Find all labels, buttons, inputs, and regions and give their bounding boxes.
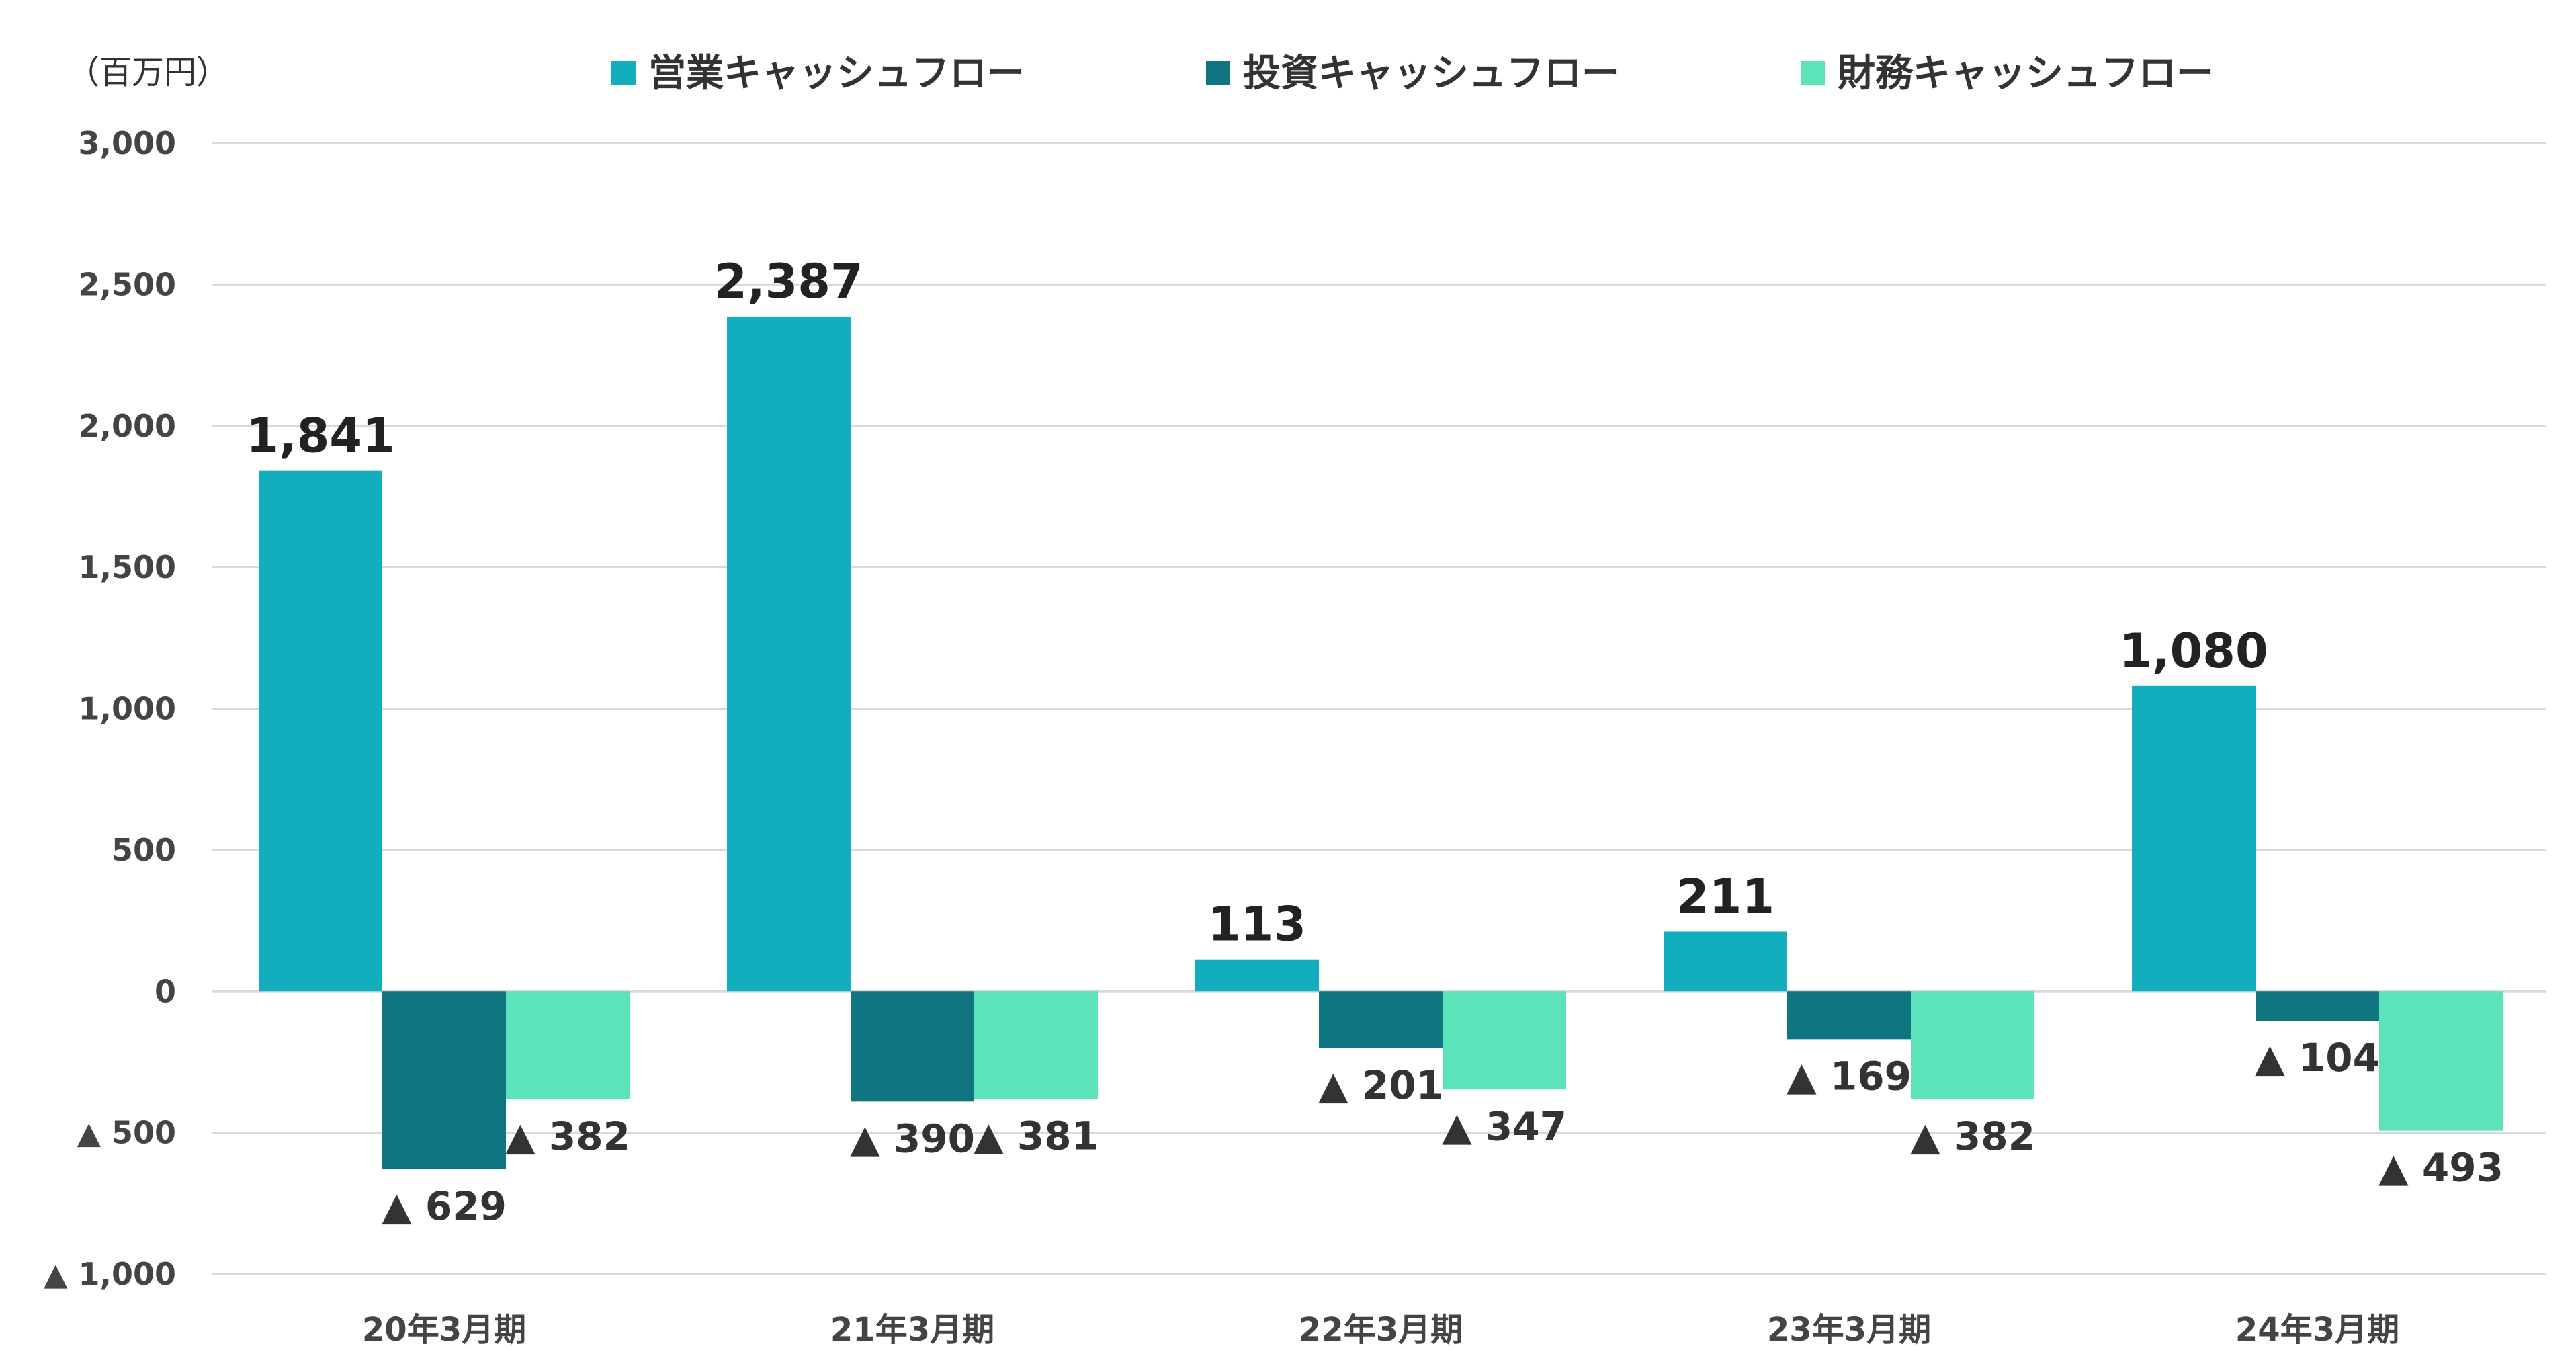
y-tick-label: 1,000 [78,691,176,727]
unit-label: （百万円） [67,54,228,91]
data-label: ▲ 381 [974,1113,1099,1159]
legend-swatch [611,61,636,85]
data-label: 211 [1676,869,1774,924]
bar [1911,991,2034,1099]
bar [1319,991,1443,1048]
bar [1787,991,1911,1040]
bar [2132,685,2256,992]
bar [851,991,974,1102]
data-label: ▲ 382 [505,1113,630,1159]
y-tick-label: 2,000 [78,408,176,444]
data-label: ▲ 382 [1910,1113,2035,1159]
y-tick-label: ▲ 1,000 [44,1256,176,1292]
legend-label: 営業キャッシュフロー [648,52,1025,95]
x-category-label: 22年3月期 [1299,1311,1463,1349]
y-tick-label: 0 [155,973,176,1009]
y-tick-label: 3,000 [78,125,176,161]
y-tick-label: 2,500 [78,266,176,302]
data-label: ▲ 104 [2255,1035,2380,1081]
bar [2379,991,2503,1131]
y-axis-ticks: 3,000 2,500 2,000 1,500 1,000 500 0 ▲ 500 ▲ 1,00… [44,125,176,1292]
bar [974,991,1098,1099]
legend-label: 投資キャッシュフロー [1243,52,1619,95]
x-axis-categories: 20年3月期 21年3月期 22年3月期 23年3月期 24年3月期 [362,1311,2399,1349]
data-label: ▲ 201 [1318,1062,1443,1108]
data-label: ▲ 169 [1787,1053,1912,1099]
data-label: 1,841 [246,409,394,464]
y-tick-label: 1,500 [78,549,176,585]
bar [727,316,851,992]
data-label: ▲ 347 [1442,1103,1567,1149]
bar [259,470,382,992]
bar [1664,931,1787,992]
legend: 営業キャッシュフロー 投資キャッシュフロー 財務キャッシュフロー [611,52,2214,95]
x-category-label: 24年3月期 [2235,1311,2399,1349]
legend-swatch [1801,61,1825,85]
bar [1195,959,1319,992]
data-label: ▲ 629 [382,1183,507,1229]
y-tick-label: 500 [112,832,176,868]
legend-label: 財務キャッシュフロー [1838,52,2214,95]
y-tick-label: ▲ 500 [77,1115,176,1151]
data-label: ▲ 390 [850,1115,975,1161]
data-label: ▲ 493 [2378,1145,2503,1191]
x-category-label: 23年3月期 [1767,1311,1931,1349]
bar [1443,991,1566,1090]
x-category-label: 20年3月期 [362,1311,526,1349]
x-category-label: 21年3月期 [830,1311,994,1349]
data-label: 2,387 [714,254,863,309]
bars [259,316,2503,1169]
data-label: 1,080 [2119,624,2268,679]
legend-swatch [1206,61,1230,85]
bar [382,991,506,1169]
bar [2256,991,2379,1021]
bar [506,991,630,1099]
data-label: 113 [1208,897,1306,952]
